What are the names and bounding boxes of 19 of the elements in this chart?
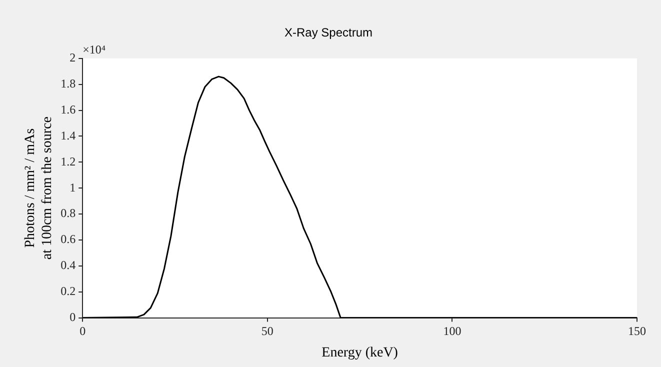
text: ×10⁴	[82, 42, 106, 57]
y-tick-label: 1.8	[60, 76, 76, 90]
y-tick-label: 0.4	[60, 258, 76, 272]
y-tick-label: 1.4	[60, 128, 76, 142]
y-tick-label: 1.6	[60, 102, 76, 116]
y-axis-title: Photons / mm² / mAs at 100cm from the source	[23, 116, 55, 260]
x-tick-label: 150	[628, 324, 646, 338]
y-tick-label: 2	[70, 50, 76, 65]
y-tick-label: 1	[70, 180, 76, 194]
x-axis-title: Energy (keV)	[322, 345, 398, 360]
y-tick-label: 1.2	[60, 154, 76, 168]
x-tick-label: 50	[261, 324, 274, 338]
y-tick-label: 0.6	[60, 232, 76, 246]
chart-title: X-Ray Spectrum	[284, 26, 373, 40]
y-tick-label: 0	[70, 310, 76, 324]
x-tick-label: 100	[443, 324, 462, 338]
y-tick-label: 0.8	[60, 206, 76, 220]
x-tick-label: 0	[80, 324, 86, 338]
y-tick-label: 0.2	[60, 284, 76, 298]
